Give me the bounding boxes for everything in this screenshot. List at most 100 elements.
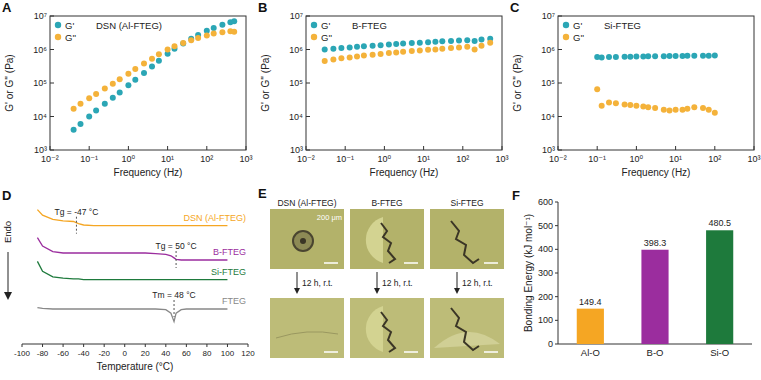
y-tick	[558, 83, 562, 84]
x-tick	[165, 344, 166, 347]
point	[712, 53, 718, 59]
point	[712, 110, 718, 116]
y-tick	[50, 83, 54, 84]
panel-label: D	[2, 188, 11, 203]
x-tick-label: 60	[182, 349, 191, 358]
x-tick	[104, 344, 105, 347]
y-tick	[558, 49, 562, 50]
x-tick-label: 10¹	[161, 154, 174, 164]
point	[141, 70, 147, 76]
x-tick-label: 10⁰	[630, 154, 644, 164]
legend-marker	[563, 22, 569, 28]
point	[613, 54, 619, 60]
point	[599, 54, 605, 60]
y-tick-label: 10⁵	[33, 78, 47, 88]
x-tick	[558, 146, 559, 150]
x-tick	[306, 146, 307, 150]
point	[165, 47, 171, 53]
y-tick	[555, 320, 558, 321]
x-tick-label: 100	[221, 349, 235, 358]
scale-bar	[404, 351, 418, 353]
y-tick	[306, 116, 310, 117]
x-tick	[345, 146, 346, 150]
x-tick	[227, 344, 228, 347]
micrograph	[350, 298, 424, 358]
point	[652, 53, 658, 59]
point	[347, 44, 353, 50]
y-tick	[306, 150, 310, 151]
point	[606, 100, 612, 106]
x-tick	[50, 146, 51, 150]
point	[386, 42, 392, 48]
x-tick	[384, 146, 385, 150]
point	[706, 107, 712, 113]
x-tick-label: 10⁻¹	[336, 154, 354, 164]
x-tick	[636, 146, 637, 150]
chart-title: DSN (Al-FTEG)	[96, 20, 162, 31]
panel-label: C	[510, 0, 520, 15]
y-tick	[558, 16, 562, 17]
x-tick-label: 10¹	[669, 154, 682, 164]
point	[338, 55, 344, 61]
y-tick	[50, 16, 54, 17]
x-tick	[597, 146, 598, 150]
annotation: Tm = 48 °C	[152, 290, 195, 300]
x-axis-label: Temperature (°C)	[97, 361, 174, 372]
point	[354, 53, 360, 59]
defect	[293, 231, 313, 251]
point	[219, 22, 225, 28]
legend-label: G'	[573, 20, 582, 31]
data-label: 149.4	[579, 297, 602, 307]
scale-bar	[324, 351, 338, 353]
scale-bar	[404, 262, 418, 264]
marks	[594, 53, 718, 116]
x-tick	[63, 344, 64, 347]
plot-frame	[558, 16, 754, 150]
x-tick-label: 10⁻¹	[80, 154, 98, 164]
legend-label: G''	[65, 32, 76, 43]
x-tick-label: 10⁰	[378, 154, 392, 164]
marks	[322, 36, 493, 64]
x-tick	[423, 146, 424, 150]
y-tick-label: 10⁵	[289, 78, 303, 88]
point	[86, 114, 92, 120]
y-tick	[555, 296, 558, 297]
figure: A10⁻²10⁻¹10⁰10¹10²10³10³10⁴10⁵10⁶10⁷Freq…	[0, 0, 761, 380]
data-label: 480.5	[708, 218, 731, 228]
marks	[37, 210, 227, 322]
point	[464, 37, 470, 43]
y-tick-label: 600	[538, 197, 553, 207]
step-label: 12 h, r.t.	[302, 278, 333, 288]
panel-label: F	[512, 188, 520, 203]
x-tick-label: B-O	[647, 347, 664, 358]
arrowhead	[454, 288, 460, 294]
x-tick	[22, 344, 23, 347]
point	[691, 53, 697, 59]
y-tick-label: 10⁴	[541, 112, 555, 122]
x-tick	[502, 146, 503, 150]
point	[330, 57, 336, 63]
point	[400, 41, 406, 47]
point	[93, 108, 99, 114]
arrowhead	[294, 288, 300, 294]
y-axis-label: G' or G'' (Pa)	[512, 54, 523, 111]
legend-marker	[311, 34, 317, 40]
point	[172, 43, 178, 49]
point	[700, 53, 706, 59]
point	[211, 31, 217, 37]
point	[180, 41, 186, 47]
point	[347, 54, 353, 60]
y-tick	[555, 225, 558, 226]
x-tick-label: 10²	[456, 154, 469, 164]
x-tick-label: 10⁻²	[549, 154, 567, 164]
y-tick	[306, 49, 310, 50]
legend-label: G'	[65, 20, 74, 31]
point	[684, 106, 690, 112]
x-tick	[714, 146, 715, 150]
point	[400, 49, 406, 55]
point	[330, 46, 336, 52]
line	[37, 308, 227, 322]
annotation-line	[76, 217, 77, 234]
point	[622, 54, 628, 60]
point	[409, 48, 415, 54]
